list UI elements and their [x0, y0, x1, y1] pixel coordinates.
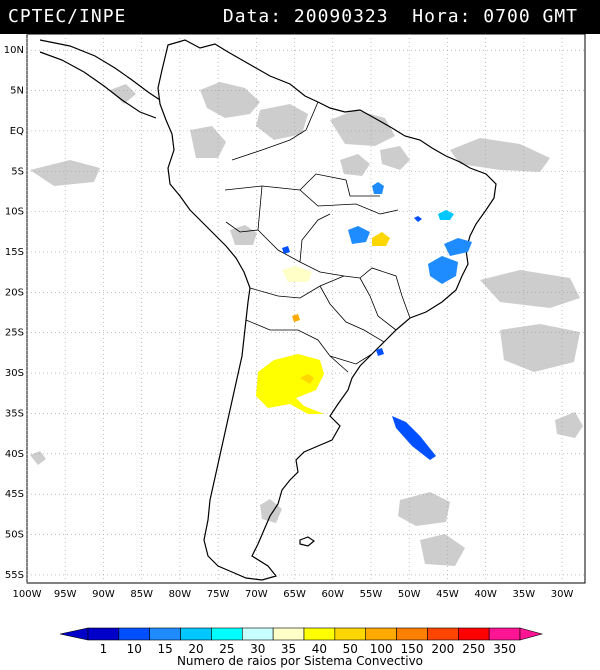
colorbar-label: 30 — [250, 642, 265, 656]
system-blue-6 — [392, 416, 436, 460]
central-america-coast-south — [39, 51, 157, 119]
lat-label: EQ — [10, 126, 24, 137]
colorbar-label: 35 — [281, 642, 296, 656]
colorbar-swatch — [180, 627, 212, 641]
system-yellow-3 — [300, 374, 314, 384]
header-source: CPTEC/INPE — [8, 6, 127, 27]
colorbar-swatch — [211, 627, 243, 641]
colorbar-swatch — [149, 627, 181, 641]
lat-label: 15S — [5, 247, 24, 258]
lat-label: 10S — [5, 207, 24, 218]
system-blue-1 — [372, 182, 384, 194]
lon-label: 100W — [13, 589, 42, 600]
colorbar-label: 25 — [219, 642, 234, 656]
colorbar-swatch — [272, 627, 305, 641]
south-america-coast — [157, 39, 497, 581]
lat-label: 30S — [5, 368, 24, 379]
lon-label: 45W — [436, 589, 459, 600]
system-pale-1 — [282, 266, 312, 282]
colorbar-max-arrow — [519, 627, 544, 641]
colorbar-swatch — [118, 627, 151, 641]
system-blue-3 — [444, 238, 472, 256]
latitude-labels: 10N 5N EQ 5S 10S 15S 20S 25S 30S 35S 40S 45S 50S 55S — [4, 45, 24, 581]
system-blue-5 — [282, 246, 290, 254]
colorbar-min-arrow — [59, 627, 89, 641]
colorbar-label: 100 — [370, 642, 393, 656]
lon-label: 40W — [474, 589, 497, 600]
colorbar-swatch — [427, 627, 459, 641]
lon-label: 65W — [283, 589, 306, 600]
convective-systems — [256, 182, 472, 460]
colorbar-label: 1 — [100, 642, 108, 656]
colorbar-label: 150 — [401, 642, 424, 656]
system-blue-2 — [414, 216, 422, 222]
header-datetime: Data: 20090323 Hora: 0700 GMT — [222, 6, 578, 27]
colorbar: 1 10 15 20 25 30 35 40 50 100 150 200 250 350 — [59, 627, 544, 656]
falkland-islands — [299, 536, 316, 547]
colorbar-label: 15 — [158, 642, 173, 656]
lon-label: 60W — [321, 589, 344, 600]
colorbar-swatch — [457, 627, 490, 641]
lat-label: 5N — [10, 86, 24, 97]
lon-label: 75W — [207, 589, 230, 600]
colorbar-label: 20 — [188, 642, 203, 656]
system-cyan-1 — [438, 210, 454, 220]
lat-label: 5S — [11, 166, 24, 177]
continent-outline — [39, 39, 497, 581]
colorbar-swatch — [87, 627, 120, 641]
system-blue-4 — [428, 256, 458, 284]
lon-label: 55W — [360, 589, 383, 600]
lat-label: 25S — [5, 328, 24, 339]
colorbar-swatch — [303, 627, 336, 641]
colorbar-swatch — [396, 627, 428, 641]
colorbar-label: 350 — [493, 642, 516, 656]
graticule — [26, 34, 585, 583]
longitude-labels: 100W 95W 90W 85W 80W 75W 70W 65W 60W 55W 50W 45W 40W… — [13, 589, 574, 600]
lon-label: 95W — [54, 589, 77, 600]
lon-label: 90W — [92, 589, 115, 600]
system-yellow-2 — [256, 354, 324, 414]
colorbar-swatch — [488, 627, 521, 641]
system-blue-7 — [376, 348, 384, 356]
lat-label: 20S — [5, 287, 24, 298]
colorbar-swatch — [365, 627, 397, 641]
lat-label: 35S — [5, 408, 24, 419]
lon-label: 80W — [169, 589, 192, 600]
system-yellow-1 — [372, 232, 390, 246]
map-background — [26, 33, 586, 584]
lon-label: 70W — [245, 589, 268, 600]
lon-label: 30W — [551, 589, 574, 600]
lat-label: 10N — [4, 45, 24, 56]
system-cyan-2 — [348, 226, 370, 244]
lon-label: 35W — [513, 589, 536, 600]
lat-label: 55S — [5, 570, 24, 581]
colorbar-label: 40 — [312, 642, 327, 656]
system-orange-1 — [292, 314, 300, 322]
lon-label: 50W — [398, 589, 421, 600]
colorbar-caption: Numero de raios por Sistema Convectivo — [177, 654, 423, 668]
cloud-cover — [30, 82, 583, 566]
lat-label: 40S — [5, 449, 24, 460]
colorbar-label: 200 — [431, 642, 454, 656]
header-bar: CPTEC/INPE Data: 20090323 Hora: 0700 GMT — [0, 0, 600, 34]
colorbar-label: 50 — [343, 642, 358, 656]
lon-label: 85W — [130, 589, 153, 600]
colorbar-swatch — [241, 627, 274, 641]
country-borders — [224, 101, 411, 373]
central-america-coast — [39, 39, 161, 101]
colorbar-label: 10 — [127, 642, 142, 656]
lat-label: 45S — [5, 489, 24, 500]
colorbar-label: 250 — [462, 642, 485, 656]
lat-label: 50S — [5, 530, 24, 541]
colorbar-swatch — [334, 627, 367, 641]
